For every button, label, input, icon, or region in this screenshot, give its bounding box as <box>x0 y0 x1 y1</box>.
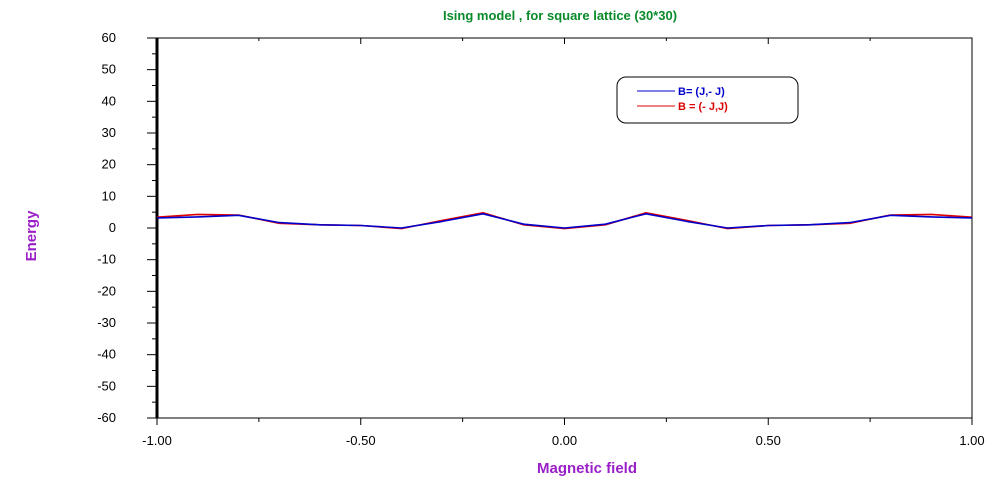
y-tick-label: 30 <box>102 125 116 140</box>
x-axis-title: Magnetic field <box>537 460 637 477</box>
y-axis: 60 50 40 30 20 10 0 -10 -20 -30 -40 -50 -60 <box>97 30 159 425</box>
y-tick-label: -50 <box>97 378 116 393</box>
y-tick-label: -10 <box>97 252 116 267</box>
legend-label-series-2: B = (- J,J) <box>678 101 728 113</box>
y-axis-title: Energy <box>23 210 40 262</box>
x-tick-label: -0.50 <box>346 433 376 448</box>
series-line-1 <box>156 213 973 229</box>
y-tick-label: 0 <box>109 220 116 235</box>
y-tick-label: 60 <box>102 30 116 45</box>
x-tick-label: 0.50 <box>756 433 781 448</box>
series-lines <box>156 212 973 230</box>
y-tick-label: 50 <box>102 62 116 77</box>
y-tick-label: 40 <box>102 93 116 108</box>
legend-box <box>616 76 799 124</box>
y-tick-label: -60 <box>97 410 116 425</box>
y-tick-label: 20 <box>102 157 116 172</box>
y-tick-label: 10 <box>102 188 116 203</box>
x-tick-label: -1.00 <box>142 433 172 448</box>
x-axis: -1.00 -0.50 0.00 0.50 1.00 <box>142 38 985 448</box>
legend: B= (J,- J) B = (- J,J) <box>616 76 799 124</box>
legend-label-series-1: B= (J,- J) <box>678 86 725 98</box>
y-tick-label: -30 <box>97 315 116 330</box>
chart-title: Ising model , for square lattice (30*30) <box>443 8 677 23</box>
x-tick-label: 0.00 <box>552 433 577 448</box>
y-tick-label: -20 <box>97 283 116 298</box>
series-line-2 <box>156 212 973 230</box>
y-tick-label: -40 <box>97 347 116 362</box>
x-tick-label: 1.00 <box>959 433 984 448</box>
